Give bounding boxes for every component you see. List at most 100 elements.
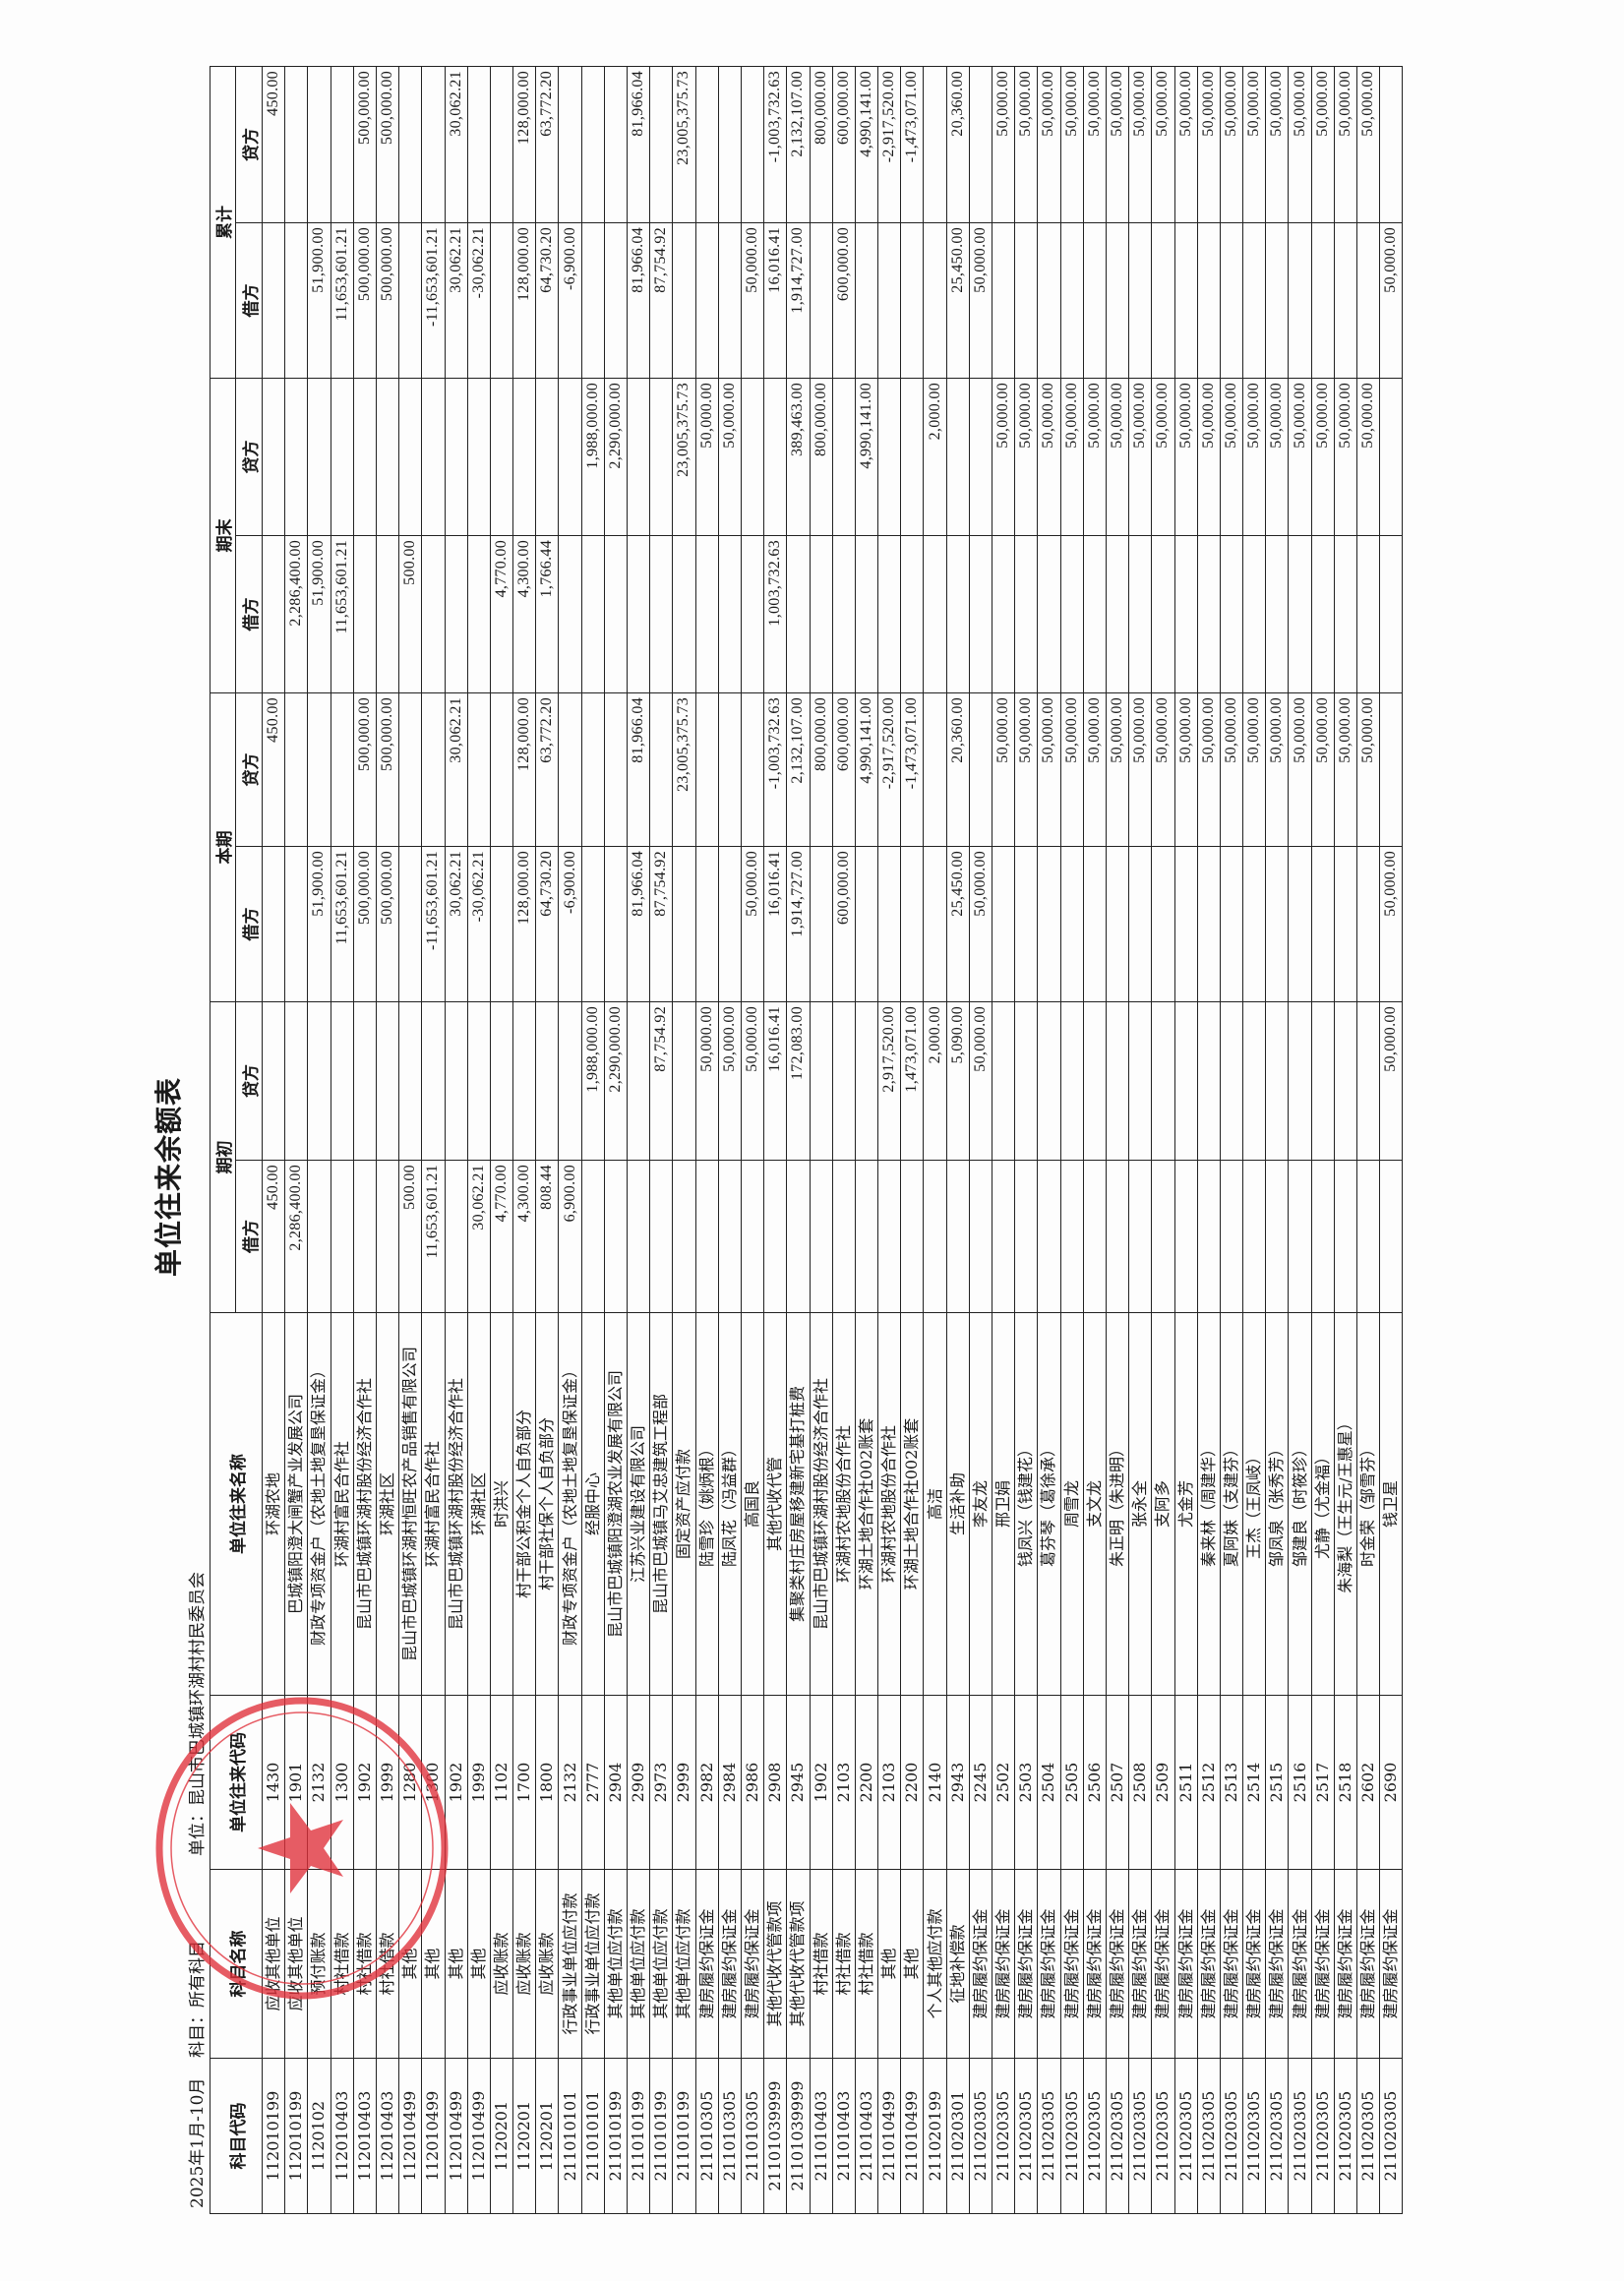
cell-cumulative-credit: 81,966.04 [627,66,650,223]
cell-current-debit [1334,846,1357,1002]
cell-closing-debit [604,535,628,693]
cell-cumulative-credit: 23,005,375.73 [672,66,696,223]
table-row: 211010403 村社借款 1902 昆山市巴城镇环湖村股份经济合作社 800,000… [810,66,833,2214]
cell-unit-code: 2103 [832,1695,856,1870]
table-row: 112010499 其他 1902 昆山市巴城镇环湖村股份经济合作社 30,062.21… [445,66,468,2214]
cell-cumulative-credit [695,66,719,223]
cell-cumulative-debit: -11,653,601.21 [421,222,445,379]
cell-closing-credit: 50,000.00 [1265,378,1289,536]
cell-opening-debit [1265,1160,1289,1313]
cell-unit-code: 1999 [467,1695,491,1870]
cell-current-debit [1288,846,1312,1002]
cell-subject-code: 112010199 [284,2058,308,2214]
cell-subject-name: 预付账款 [307,1869,331,2059]
table-row: 112010403 村社借款 1999 环湖社区 500,000.00 500,000.0… [376,66,399,2214]
balance-table: 科目代码 科目名称 单位往来代码 单位往来名称 期初 本期 期末 累计 借方 贷… [210,66,1403,2214]
cell-subject-code: 211010199 [604,2058,628,2214]
cell-cumulative-debit: 64,730.20 [535,222,559,379]
table-row: 112010403 村社借款 1902 昆山市巴城镇环湖村股份经济合作社 500,000… [353,66,377,2214]
cell-current-debit: 1,914,727.00 [786,846,810,1002]
cell-current-debit: 30,062.21 [445,846,468,1002]
cell-unit-code: 2132 [307,1695,331,1870]
cell-unit-name: 张永全 [1128,1312,1152,1696]
cell-opening-credit [1220,1001,1243,1161]
cell-subject-code: 211010499 [900,2058,924,2214]
cell-cumulative-debit: 30,062.21 [445,222,468,379]
cell-closing-debit [810,535,833,693]
cell-opening-credit: 50,000.00 [1379,1001,1403,1161]
cell-subject-name: 建房履约保证金 [1083,1869,1107,2059]
cell-closing-debit [900,535,924,693]
table-row: 211020305 建房履约保证金 2602 时金荣（邹雪芬） 50,000.00 50,… [1356,66,1380,2214]
cell-current-debit: 50,000.00 [1379,846,1403,1002]
cell-opening-debit [810,1160,833,1313]
cell-closing-credit: 50,000.00 [1334,378,1357,536]
cell-closing-credit: 389,463.00 [786,378,810,536]
cell-cumulative-credit [307,66,331,223]
cell-cumulative-debit [810,222,833,379]
cell-cumulative-debit: 87,754.92 [649,222,673,379]
cell-current-debit: 50,000.00 [741,846,764,1002]
cell-closing-credit [331,378,354,536]
cell-current-debit: 51,900.00 [307,846,331,1002]
cell-closing-debit [1083,535,1107,693]
cell-subject-name: 应收账款 [535,1869,559,2059]
report-period: 2025年1月-10月 [188,2077,208,2208]
header-cumulative: 累计 [210,66,236,379]
table-row: 211020305 建房履约保证金 2513 夏阿妹（支建芬） 50,000.00 50,… [1220,66,1243,2214]
cell-unit-name: 巴城镇阳澄大闸蟹产业发展公司 [284,1312,308,1696]
cell-cumulative-credit: 500,000.00 [353,66,377,223]
cell-closing-debit: 4,770.00 [490,535,513,693]
cell-current-debit [855,846,878,1002]
cell-opening-debit: 4,300.00 [512,1160,536,1313]
cell-current-debit [1311,846,1335,1002]
cell-subject-name: 建房履约保证金 [1174,1869,1198,2059]
cell-opening-credit [672,1001,696,1161]
cell-unit-name: 邹建良（时筱珍） [1288,1312,1312,1696]
cell-subject-name: 其他 [445,1869,468,2059]
cell-current-debit: 16,016.41 [763,846,787,1002]
cell-closing-debit [649,535,673,693]
cell-cumulative-debit [1197,222,1221,379]
cell-closing-debit: 4,300.00 [512,535,536,693]
cell-cumulative-debit: 50,000.00 [969,222,992,379]
cell-unit-code: 2506 [1083,1695,1107,1870]
cell-current-debit [490,846,513,1002]
cell-cumulative-credit: 50,000.00 [1197,66,1221,223]
table-row: 1120201 应收账款 1800 村干部社保个人自负部分 808.44 64,730.2… [535,66,559,2214]
cell-opening-debit [1334,1160,1357,1313]
cell-cumulative-credit: 50,000.00 [1106,66,1129,223]
cell-current-credit: 50,000.00 [1151,692,1174,847]
cell-cumulative-credit: 50,000.00 [1014,66,1038,223]
cell-closing-debit [445,535,468,693]
cell-unit-code: 2517 [1311,1695,1335,1870]
cell-unit-code: 2509 [1151,1695,1174,1870]
cell-cumulative-credit [923,66,947,223]
cell-opening-debit [1174,1160,1198,1313]
cell-subject-code: 112010403 [353,2058,377,2214]
cell-current-credit [1379,692,1403,847]
cell-current-credit: 23,005,375.73 [672,692,696,847]
cell-cumulative-credit [558,66,582,223]
cell-opening-credit [1083,1001,1107,1161]
cell-unit-name: 尤静（尤金福） [1311,1312,1335,1696]
table-row: 112010499 其他 1999 环湖社区 30,062.21 -30,062.21 -3… [467,66,491,2214]
cell-closing-debit: 2,286,400.00 [284,535,308,693]
cell-subject-code: 211010199 [649,2058,673,2214]
cell-cumulative-debit [1356,222,1380,379]
cell-closing-debit [923,535,947,693]
table-row: 211020305 建房履约保证金 2503 钱凤兴（钱建花） 50,000.00 50,… [1014,66,1038,2214]
cell-subject-code: 211020305 [1379,2058,1403,2214]
cell-unit-code: 2504 [1037,1695,1061,1870]
cell-subject-code: 211020305 [969,2058,992,2214]
cell-opening-debit [604,1160,628,1313]
cell-opening-credit: 1,473,071.00 [900,1001,924,1161]
cell-opening-debit: 11,653,601.21 [421,1160,445,1313]
cell-unit-code: 2512 [1197,1695,1221,1870]
cell-opening-credit: 2,000.00 [923,1001,947,1161]
cell-current-credit: 50,000.00 [1311,692,1335,847]
cell-current-credit: 50,000.00 [1037,692,1061,847]
cell-subject-code: 211020305 [1083,2058,1107,2214]
cell-closing-credit: 50,000.00 [718,378,742,536]
